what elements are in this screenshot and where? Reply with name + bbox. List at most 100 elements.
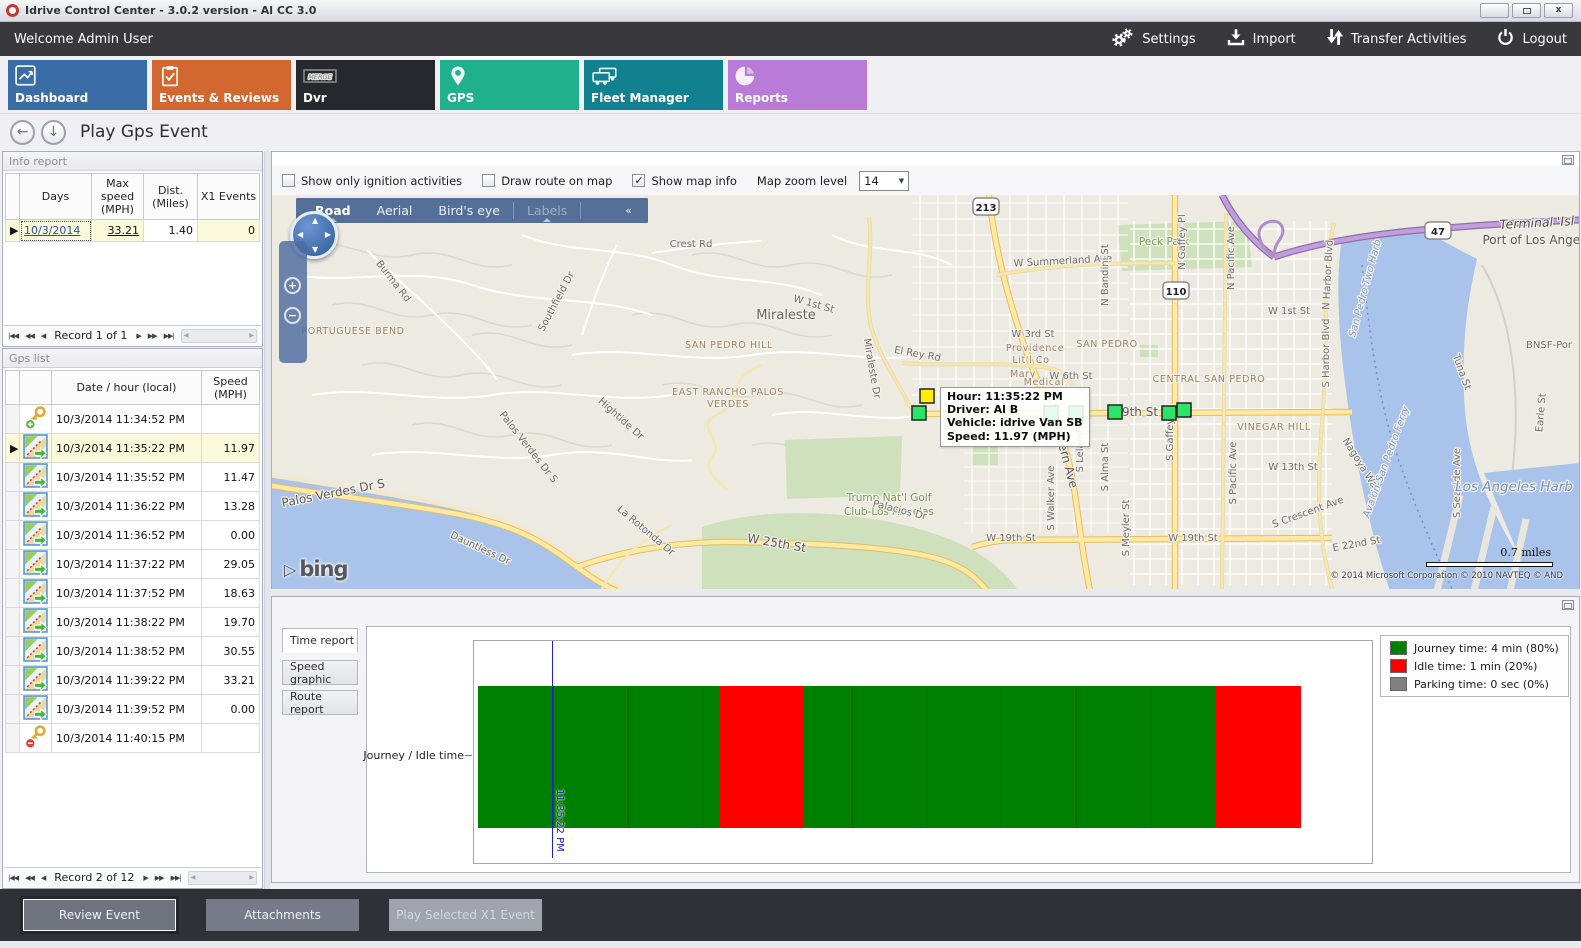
map-info-tooltip: Hour: 11:35:22 PM Driver: Al B Vehicle: … — [940, 387, 1090, 447]
nav-prev-page-button[interactable]: ◀◀ — [25, 331, 35, 340]
map-label: W 1st St — [1268, 306, 1310, 317]
settings-button[interactable]: Settings — [1111, 27, 1196, 51]
nav-next-page-button[interactable]: ▶▶ — [154, 873, 165, 882]
table-row[interactable]: 10/3/2014 11:37:52 PM 18.63 — [5, 578, 260, 608]
journey-idle-bar — [478, 686, 1301, 828]
gps-point-marker[interactable] — [911, 405, 927, 421]
tab-events-reviews[interactable]: Events & Reviews — [152, 60, 291, 110]
segment-divider — [852, 686, 854, 828]
table-row[interactable]: 10/3/2014 11:38:22 PM 19.70 — [5, 607, 260, 637]
nav-prev-page-button[interactable]: ◀◀ — [25, 873, 35, 882]
maximize-button[interactable] — [1512, 3, 1541, 18]
svg-text:213: 213 — [976, 203, 997, 214]
nav-prev-button[interactable]: ◀ — [40, 873, 46, 882]
record-count: Record 2 of 12 — [54, 871, 135, 884]
toolbar-collapse-button[interactable]: « — [625, 204, 632, 217]
table-row[interactable]: 10/3/2014 11:39:22 PM 33.21 — [5, 665, 260, 695]
col-dist[interactable]: Dist. (Miles) — [143, 173, 198, 220]
horizontal-scrollbar[interactable]: ◀ ▶ — [180, 328, 257, 343]
tab-time-report[interactable]: Time report — [282, 628, 358, 653]
table-row[interactable]: 10/3/2014 11:34:52 PM — [5, 404, 260, 434]
nav-next-button[interactable]: ▶ — [143, 873, 148, 882]
current-gps-marker[interactable] — [919, 388, 935, 404]
map-label: 9th St — [1122, 405, 1158, 419]
nav-next-button[interactable]: ▶ — [136, 331, 141, 340]
back-button[interactable]: ← — [10, 119, 35, 145]
horizontal-scrollbar[interactable]: ◀ ▶ — [187, 870, 257, 885]
tab-dashboard[interactable]: Dashboard — [8, 60, 147, 110]
table-row[interactable]: 10/3/2014 11:36:52 PM 0.00 — [5, 520, 260, 550]
down-button[interactable]: ↓ — [41, 119, 66, 145]
gps-point-marker[interactable] — [1176, 402, 1192, 418]
gps-point-marker[interactable] — [1161, 405, 1177, 421]
play-selected-x1-event-button[interactable]: Play Selected X1 Event — [389, 899, 542, 931]
panel-restore-icon[interactable] — [1562, 155, 1574, 165]
map-style-birdseye[interactable]: Bird's eye — [438, 203, 500, 218]
show-map-info-checkbox[interactable]: ✓ — [632, 174, 646, 187]
map-label: VINEGAR HILL — [1237, 422, 1311, 433]
tab-fleet-manager[interactable]: Fleet Manager — [584, 60, 723, 110]
panel-splitter[interactable] — [264, 151, 271, 889]
review-event-button[interactable]: Review Event — [23, 899, 176, 931]
nav-last-button[interactable]: ▶▶| — [170, 873, 182, 882]
map-style-aerial[interactable]: Aerial — [376, 203, 413, 218]
tab-dvr[interactable]: MERGE Dvr — [296, 60, 435, 110]
nav-next-page-button[interactable]: ▶▶ — [147, 331, 158, 340]
table-row[interactable]: 10/3/2014 11:40:15 PM — [5, 723, 260, 753]
line-chart-icon — [15, 65, 37, 90]
arrow-left-icon: ← — [16, 124, 29, 140]
col-speed[interactable]: Speed (MPH) — [201, 370, 260, 405]
table-row[interactable]: 10/3/2014 11:38:52 PM 30.55 — [5, 636, 260, 666]
tab-speed-graphic[interactable]: Speed graphic — [282, 660, 358, 686]
info-record-nav: |◀◀ ◀◀ ◀ Record 1 of 1 ▶ ▶▶ ▶▶| ◀ ▶ — [4, 325, 261, 345]
col-days[interactable]: Days — [19, 173, 92, 220]
import-button[interactable]: Import — [1226, 28, 1296, 50]
zoom-out-button[interactable]: − — [284, 307, 301, 324]
horizontal-splitter[interactable] — [271, 589, 1581, 596]
time-cursor-line[interactable] — [552, 641, 554, 858]
map-style-labels[interactable]: Labels — [514, 203, 580, 222]
attachments-button[interactable]: Attachments — [206, 899, 359, 931]
map-viewport[interactable]: Miraleste Miraleste Dr Crest Rd Burma Rd Sou… — [272, 195, 1579, 589]
module-tab-strip: Dashboard Events & Reviews MERGE Dvr GPS … — [0, 56, 1581, 114]
tab-gps[interactable]: GPS — [440, 60, 579, 110]
map-style-toolbar: Road Aerial Bird's eye Labels « — [296, 198, 648, 223]
table-row[interactable]: 10/3/2014 11:35:52 PM 11.47 — [5, 462, 260, 492]
table-row[interactable]: 10/3/2014 11:36:22 PM 13.28 — [5, 491, 260, 521]
segment-divider — [1151, 686, 1153, 828]
show-ignition-checkbox[interactable] — [282, 174, 295, 187]
gps-icon — [23, 666, 48, 694]
zoom-in-button[interactable]: + — [284, 277, 301, 294]
gps-point-marker[interactable] — [1107, 404, 1123, 420]
table-row[interactable]: 10/3/2014 11:37:22 PM 29.05 — [5, 549, 260, 579]
window-title: Idrive Control Center - 3.0.2 version - … — [25, 4, 317, 17]
nav-last-button[interactable]: ▶▶| — [163, 331, 175, 340]
journey-segment — [478, 686, 720, 828]
tab-route-report[interactable]: Route report — [282, 690, 358, 716]
map-label: N Bandini St — [1100, 244, 1111, 306]
day-link[interactable]: 10/3/2014 — [24, 224, 81, 237]
transfer-activities-button[interactable]: Transfer Activities — [1326, 28, 1466, 50]
col-max-speed[interactable]: Max speed (MPH) — [91, 173, 144, 220]
gps-speed: 18.63 — [201, 578, 260, 608]
nav-prev-button[interactable]: ◀ — [40, 331, 46, 340]
table-row[interactable]: 10/3/2014 11:39:52 PM 0.00 — [5, 694, 260, 724]
panel-restore-icon[interactable] — [1562, 600, 1574, 610]
table-row[interactable]: ▶ 10/3/2014 33.21 1.40 0 — [5, 219, 260, 242]
pie-chart-icon — [735, 65, 757, 90]
map-zoom-select[interactable]: 14 ▼ — [859, 170, 910, 191]
close-button[interactable]: x — [1544, 3, 1573, 18]
table-row[interactable]: ▶ 10/3/2014 11:35:22 PM 11.97 — [5, 433, 260, 463]
gps-icon — [23, 695, 48, 723]
nav-first-button[interactable]: |◀◀ — [8, 331, 19, 340]
nav-first-button[interactable]: |◀◀ — [8, 873, 19, 882]
col-x1-events[interactable]: X1 Events — [197, 173, 260, 220]
col-date-hour[interactable]: Date / hour (local) — [51, 370, 202, 405]
minimize-button[interactable] — [4, 3, 1509, 53]
tab-reports[interactable]: Reports — [728, 60, 867, 110]
draw-route-checkbox[interactable] — [482, 174, 496, 187]
gps-date: 10/3/2014 11:38:22 PM — [51, 607, 202, 637]
logout-button[interactable]: Logout — [1496, 28, 1567, 50]
time-report-panel: Time report Speed graphic Route report J… — [271, 596, 1580, 883]
